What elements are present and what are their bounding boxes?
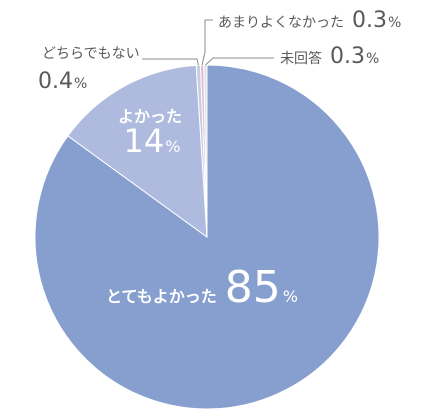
leader-lines xyxy=(142,19,274,66)
slice-label-neutral-unit: % xyxy=(74,76,87,92)
slice-label-good: 14% xyxy=(124,122,181,160)
slice-label-neutral: 0.4% xyxy=(38,69,87,94)
slice-label-very-good-value: 85 xyxy=(225,262,281,313)
slice-label-very-good: とてもよかった 85% xyxy=(106,262,298,313)
pie-slice-no-answer xyxy=(203,64,208,238)
pie-slices xyxy=(34,64,380,410)
slice-label-not-good: あまりよくなかった 0.3% xyxy=(218,8,401,33)
slice-label-not-good-value: 0.3 xyxy=(352,8,387,33)
slice-label-not-good-name: あまりよくなかった xyxy=(218,15,344,31)
slice-label-no-answer-value: 0.3 xyxy=(330,44,365,69)
slice-label-good-value: 14 xyxy=(124,122,165,160)
leader-line-neutral xyxy=(142,58,199,66)
slice-label-neutral-value: 0.4 xyxy=(38,69,73,94)
slice-label-good-name: よかった xyxy=(118,107,182,126)
pie-slice-good xyxy=(67,64,208,239)
leader-line-no-answer xyxy=(205,57,274,66)
leader-line-not-good xyxy=(201,19,213,66)
slice-label-good-unit: % xyxy=(165,137,180,156)
slice-label-not-good-unit: % xyxy=(388,15,401,31)
slice-label-very-good-name: とてもよかった xyxy=(106,287,217,306)
slice-label-no-answer-name: 未回答 xyxy=(280,50,322,67)
slice-label-very-good-unit: % xyxy=(283,287,298,306)
slice-label-no-answer: 未回答 0.3% xyxy=(280,44,379,69)
slice-label-neutral-name: どちらでもない xyxy=(42,46,140,62)
slice-label-no-answer-unit: % xyxy=(366,51,379,67)
